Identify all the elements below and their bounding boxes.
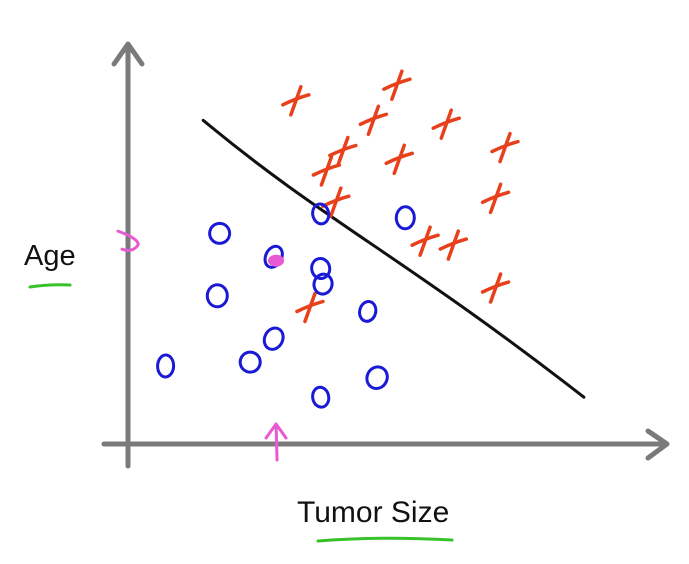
cross-stroke: [319, 155, 334, 187]
circle-marker: [311, 385, 331, 409]
circle-marker: [205, 283, 229, 309]
cross-stroke: [303, 291, 317, 324]
axes: [101, 41, 670, 469]
highlighted-point: [268, 254, 285, 267]
y-axis-marker-arrow: [116, 229, 140, 252]
cross-marker: [438, 229, 469, 261]
cross-marker: [358, 104, 389, 137]
data-points: [156, 69, 520, 409]
circle-marker: [310, 257, 332, 280]
circle-marker: [238, 350, 262, 374]
circle-marker: [156, 353, 176, 379]
cross-stroke: [446, 229, 461, 261]
circle-marker: [262, 326, 285, 351]
cross-marker: [382, 69, 412, 101]
cross-marker: [384, 143, 414, 176]
axis-markers: [116, 229, 288, 462]
cross-stroke: [392, 143, 406, 176]
circle-marker: [358, 300, 378, 323]
cross-marker: [311, 155, 342, 187]
cross-stroke: [488, 182, 503, 215]
cross-marker: [480, 272, 511, 304]
x-axis-label: Tumor Size: [297, 496, 450, 529]
circle-marker: [208, 221, 232, 245]
cross-marker: [410, 225, 440, 257]
y-axis-arrowhead: [111, 41, 145, 67]
x-axis-marker-arrow: [264, 422, 288, 462]
circle-marker: [394, 205, 416, 231]
xlabel-underline: [316, 536, 454, 543]
label-underlines: [28, 283, 454, 543]
cross-stroke: [329, 186, 343, 218]
cross-marker: [490, 131, 520, 164]
cross-stroke: [366, 104, 381, 137]
x-axis-arrowhead: [645, 428, 670, 461]
ylabel-underline: [28, 283, 72, 289]
circle-marker: [312, 272, 334, 296]
cross-stroke: [498, 131, 512, 164]
circle-marker: [365, 365, 389, 391]
cross-stroke: [439, 108, 453, 140]
cross-marker: [480, 182, 511, 215]
circle-marker: [311, 202, 331, 226]
cross-stroke: [418, 225, 432, 257]
cross-stroke: [390, 69, 404, 101]
cross-marker: [431, 108, 461, 140]
cross-stroke: [289, 85, 303, 117]
decision-boundary-layer: [201, 118, 586, 399]
cross-stroke: [336, 135, 350, 168]
cross-stroke: [488, 272, 503, 304]
decision-boundary: [201, 118, 586, 399]
cross-marker: [281, 85, 311, 117]
cross-marker: [328, 135, 358, 168]
y-axis-label: Age: [24, 240, 76, 272]
cross-marker: [295, 291, 325, 324]
